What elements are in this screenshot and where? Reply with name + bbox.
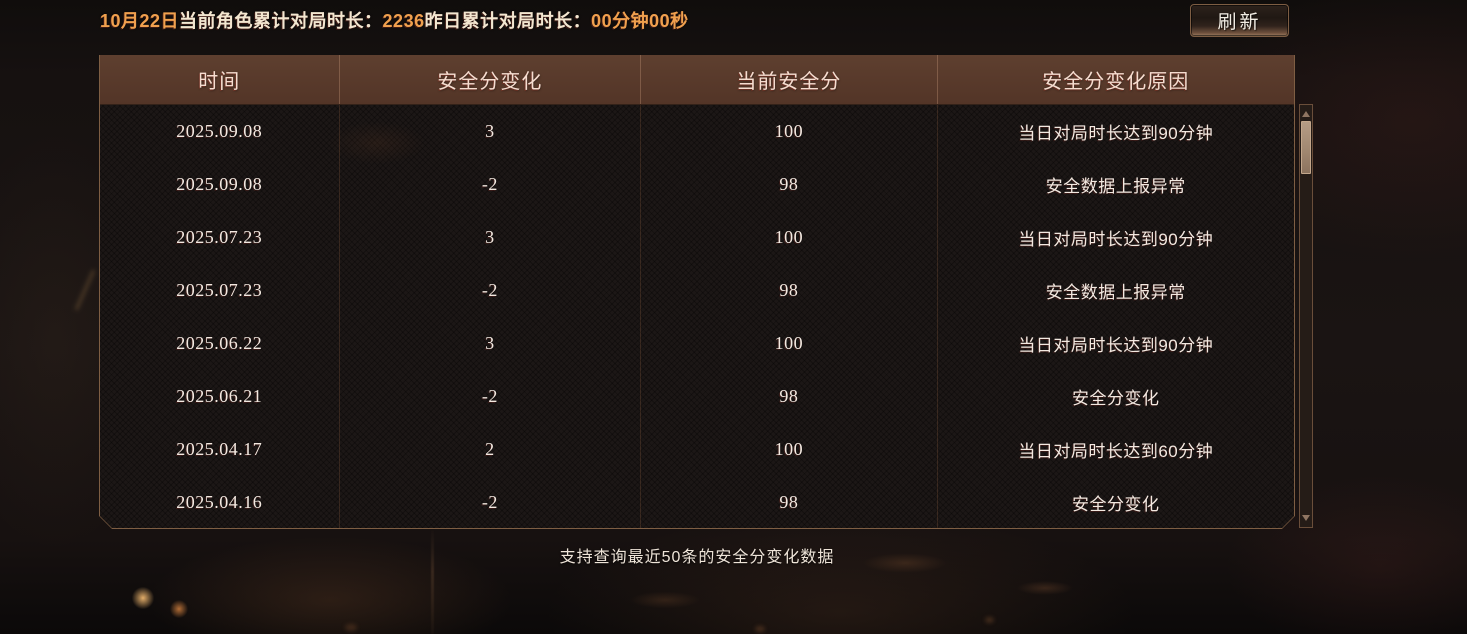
table-cell: 2025.04.16 xyxy=(100,476,340,529)
table-cell: 安全数据上报异常 xyxy=(1045,283,1186,302)
table-cell: 100 xyxy=(641,211,938,264)
table-row: 2025.07.23 3 100 当日对局时长达到90分钟 xyxy=(100,211,1294,264)
security-score-panel: 时间 安全分变化 当前安全分 安全分变化原因 2025.09.08 3 100 当日对局时长… xyxy=(99,55,1295,529)
table-cell: 安全分变化 xyxy=(1072,495,1160,514)
yesterday-playtime-value: 00分钟00秒 xyxy=(591,11,689,31)
playtime-summary: 10月22日当前角色累计对局时长：2236昨日累计对局时长：00分钟00秒 xyxy=(100,9,689,33)
table-cell: 3 xyxy=(340,211,641,264)
table-row: 2025.09.08 -2 98 安全数据上报异常 xyxy=(100,158,1294,211)
yesterday-playtime-label: 昨日累计对局时长： xyxy=(424,11,592,31)
table-cell: 3 xyxy=(340,317,641,370)
table-cell: 2025.09.08 xyxy=(100,158,340,211)
table-cell: 安全数据上报异常 xyxy=(1045,177,1186,196)
table-cell: 当日对局时长达到90分钟 xyxy=(1018,336,1214,355)
table-cell: 2025.09.08 xyxy=(100,105,340,158)
table-cell: -2 xyxy=(340,158,641,211)
table-header-cell: 安全分变化 xyxy=(340,55,641,104)
ember-particle xyxy=(345,624,357,631)
table-cell: 安全分变化 xyxy=(1072,389,1160,408)
table-cell: 2025.04.17 xyxy=(100,423,340,476)
table-cell: 当日对局时长达到60分钟 xyxy=(1018,442,1214,461)
table-scrollbar[interactable] xyxy=(1299,104,1313,528)
table-cell: 98 xyxy=(641,158,938,211)
table-row: 2025.04.17 2 100 当日对局时长达到60分钟 xyxy=(100,423,1294,476)
scroll-up-icon[interactable] xyxy=(1302,111,1310,117)
summary-date: 10月22日 xyxy=(100,11,180,31)
table-row: 2025.06.21 -2 98 安全分变化 xyxy=(100,370,1294,423)
total-playtime-value: 2236 xyxy=(382,11,425,31)
table-header-cell: 当前安全分 xyxy=(641,55,938,104)
table-cell: 2025.07.23 xyxy=(100,264,340,317)
security-score-table: 时间 安全分变化 当前安全分 安全分变化原因 2025.09.08 3 100 当日对局时长… xyxy=(100,55,1294,528)
table-header: 时间 安全分变化 当前安全分 安全分变化原因 xyxy=(100,55,1294,105)
ember-particle xyxy=(985,617,994,623)
table-header-cell: 安全分变化原因 xyxy=(1042,71,1190,93)
table-cell: -2 xyxy=(340,370,641,423)
table-cell: 100 xyxy=(641,105,938,158)
total-playtime-label: 当前角色累计对局时长： xyxy=(179,11,383,31)
table-cell: 98 xyxy=(641,264,938,317)
table-cell: 100 xyxy=(641,423,938,476)
ember-wisp xyxy=(74,269,96,311)
table-cell: 2025.06.22 xyxy=(100,317,340,370)
table-cell: 2 xyxy=(340,423,641,476)
table-row: 2025.04.16 -2 98 安全分变化 xyxy=(100,476,1294,529)
table-body: 2025.09.08 3 100 当日对局时长达到90分钟 2025.09.08 -2 98… xyxy=(100,105,1294,528)
light-streak xyxy=(431,530,434,634)
table-cell: -2 xyxy=(340,264,641,317)
table-cell: 2025.07.23 xyxy=(100,211,340,264)
table-header-cell: 时间 xyxy=(100,55,340,104)
table-cell: 当日对局时长达到90分钟 xyxy=(1018,230,1214,249)
table-cell: 3 xyxy=(340,105,641,158)
table-row: 2025.09.08 3 100 当日对局时长达到90分钟 xyxy=(100,105,1294,158)
refresh-button[interactable]: 刷新 xyxy=(1190,4,1289,37)
table-row: 2025.07.23 -2 98 安全数据上报异常 xyxy=(100,264,1294,317)
table-row: 2025.06.22 3 100 当日对局时长达到90分钟 xyxy=(100,317,1294,370)
table-cell: 当日对局时长达到90分钟 xyxy=(1018,124,1214,143)
table-cell: 2025.06.21 xyxy=(100,370,340,423)
query-limit-note: 支持查询最近50条的安全分变化数据 xyxy=(559,549,835,566)
scrollbar-thumb[interactable] xyxy=(1301,121,1311,174)
table-cell: 98 xyxy=(641,476,938,529)
ember-particle xyxy=(755,626,765,632)
scroll-down-icon[interactable] xyxy=(1302,515,1310,521)
table-cell: 98 xyxy=(641,370,938,423)
table-cell: 100 xyxy=(641,317,938,370)
table-cell: -2 xyxy=(340,476,641,529)
